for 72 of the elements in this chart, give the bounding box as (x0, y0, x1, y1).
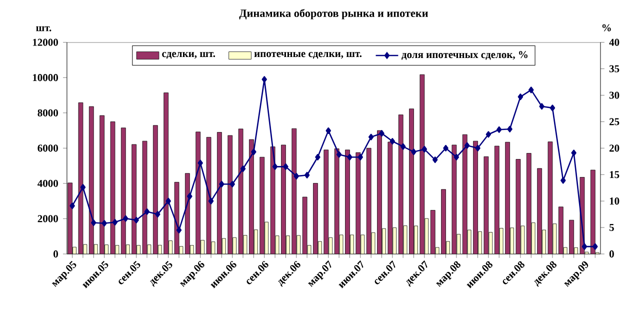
point (208, 198, 214, 204)
point (251, 148, 256, 156)
point (134, 216, 139, 224)
point (240, 166, 246, 172)
point (230, 180, 235, 188)
point (155, 211, 160, 218)
point (528, 86, 534, 94)
point (347, 154, 352, 160)
point (422, 146, 428, 153)
point (80, 184, 86, 191)
point (486, 131, 492, 138)
point (294, 172, 299, 180)
y2-tick-label: 35 (609, 65, 620, 72)
y2-tick-label: 40 (609, 38, 620, 46)
y2-tick-label: 10 (610, 198, 620, 205)
point (432, 156, 438, 164)
legend-label: доля ипотечных сделок, % (402, 51, 528, 60)
point (198, 160, 203, 166)
point (390, 138, 396, 145)
point (560, 177, 566, 184)
y2-axis-title: % (602, 24, 611, 32)
point (550, 104, 556, 112)
chart-title: Динамика оборотов рынка и ипотеки (239, 9, 428, 20)
point (176, 226, 182, 234)
point (507, 126, 512, 132)
y-tick-label: 8000 (38, 109, 58, 116)
point (70, 202, 75, 210)
point (582, 243, 588, 250)
legend-label: сделки, шт. (162, 52, 216, 59)
y-tick-label: 12000 (32, 38, 58, 46)
point (112, 218, 118, 226)
point (411, 148, 416, 156)
y-tick-label: 10000 (32, 74, 58, 82)
point (539, 103, 544, 110)
y-tick-label: 6000 (38, 144, 58, 152)
y2-tick-label: 20 (609, 144, 620, 152)
point (592, 243, 598, 250)
point (219, 180, 224, 188)
point (187, 193, 192, 200)
point (518, 94, 524, 100)
point (326, 127, 332, 134)
point (272, 163, 278, 170)
point (91, 220, 96, 226)
point (368, 134, 374, 140)
y2-tick-label: 5 (609, 224, 614, 232)
y2-tick-label: 30 (609, 92, 620, 99)
point (102, 220, 107, 227)
point (144, 208, 150, 215)
point (379, 130, 384, 137)
y2-tick-label: 15 (610, 171, 620, 178)
point (304, 172, 310, 178)
y-tick-label: 0 (54, 250, 58, 258)
point (358, 154, 364, 160)
point (400, 143, 406, 150)
point (262, 76, 267, 83)
y-axis-title: шт. (36, 26, 52, 32)
point (454, 154, 460, 160)
y-tick-label: 2000 (38, 215, 58, 222)
point (496, 126, 502, 133)
point (464, 142, 470, 149)
y2-tick-label: 25 (609, 118, 620, 126)
point (283, 163, 288, 170)
point (571, 150, 576, 156)
point (315, 154, 320, 160)
y2-tick-label: 0 (609, 250, 614, 258)
point (443, 144, 448, 152)
point (336, 151, 342, 158)
y-tick-label: 4000 (38, 180, 58, 188)
legend-label: ипотечные сделки, шт. (254, 52, 362, 59)
point (475, 144, 480, 152)
point (166, 198, 171, 204)
point (123, 215, 128, 222)
